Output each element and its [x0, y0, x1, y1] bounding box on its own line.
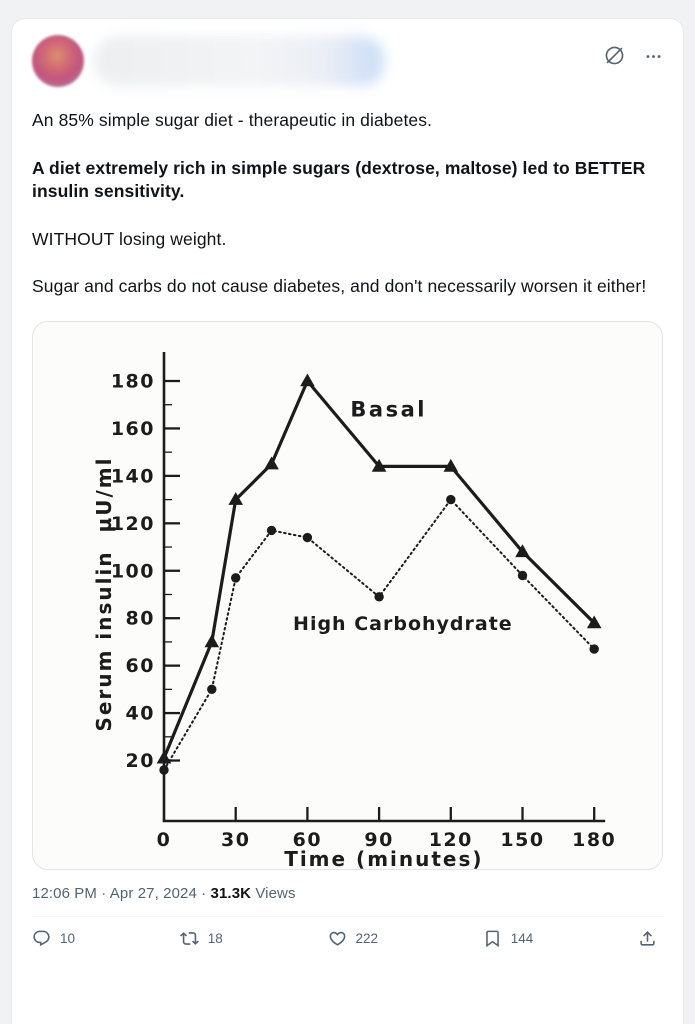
grok-button[interactable] — [603, 44, 626, 67]
tweet-paragraph-2: A diet extremely rich in simple sugars (… — [32, 157, 646, 202]
like-count: 222 — [355, 930, 379, 946]
author-name-redacted[interactable] — [94, 36, 386, 86]
tweet-card: An 85% simple sugar diet - therapeutic i… — [11, 18, 684, 1024]
svg-text:60: 60 — [293, 829, 322, 851]
tweet-paragraph-3: WITHOUT losing weight. — [32, 228, 227, 249]
svg-text:High Carbohydrate: High Carbohydrate — [293, 613, 513, 635]
timestamp-row: 12:06 PM · Apr 27, 2024 · 31.3K Views — [32, 885, 663, 902]
views-count[interactable]: 31.3K — [210, 884, 252, 902]
grok-slash-circle-icon — [603, 44, 626, 67]
repost-icon — [179, 929, 199, 948]
heart-icon — [328, 929, 347, 948]
share-icon — [638, 929, 657, 948]
repost-count: 18 — [207, 930, 223, 946]
tweet-header — [32, 35, 663, 91]
svg-text:20: 20 — [126, 750, 155, 772]
like-button[interactable]: 222 — [328, 929, 379, 948]
share-button[interactable] — [638, 929, 657, 948]
bookmark-count: 144 — [510, 930, 534, 946]
svg-text:180: 180 — [111, 370, 155, 392]
svg-text:150: 150 — [500, 829, 544, 851]
svg-text:60: 60 — [126, 655, 155, 677]
avatar[interactable] — [32, 35, 84, 87]
views-label: Views — [251, 884, 296, 902]
tweet-text: An 85% simple sugar diet - therapeutic i… — [32, 109, 663, 299]
reply-count: 10 — [60, 930, 76, 946]
dot-separator: · — [196, 884, 211, 902]
repost-button[interactable]: 18 — [179, 929, 223, 948]
svg-text:Basal: Basal — [350, 397, 427, 421]
timestamp: 12:06 PM · Apr 27, 2024 — [32, 884, 197, 902]
svg-text:140: 140 — [111, 465, 155, 487]
svg-text:0: 0 — [157, 829, 172, 851]
reply-icon — [32, 929, 51, 948]
svg-text:120: 120 — [111, 512, 155, 534]
svg-text:80: 80 — [126, 607, 155, 629]
svg-text:180: 180 — [572, 829, 616, 851]
insulin-chart-svg: 20 40 60 80 100 120 140 160 180 0 30 60 90 120 150 180 T… — [92, 351, 616, 869]
reply-button[interactable]: 10 — [32, 929, 75, 948]
more-button[interactable] — [644, 47, 663, 66]
bookmark-button[interactable]: 144 — [483, 929, 534, 948]
ellipsis-more-icon — [644, 47, 663, 66]
svg-text:Time (minutes): Time (minutes) — [284, 847, 483, 869]
svg-text:40: 40 — [126, 702, 155, 724]
engagement-bar: 10 18 222 144 — [32, 917, 663, 948]
bookmark-icon — [483, 929, 502, 948]
tweet-media-chart[interactable]: 20 40 60 80 100 120 140 160 180 0 30 60 90 120 150 180 T… — [32, 320, 663, 870]
svg-text:100: 100 — [111, 560, 155, 582]
svg-text:160: 160 — [111, 417, 155, 439]
svg-text:Serum insulin µU/ml: Serum insulin µU/ml — [92, 456, 116, 731]
svg-text:30: 30 — [221, 829, 250, 851]
tweet-paragraph-4: Sugar and carbs do not cause diabetes, a… — [32, 276, 647, 296]
svg-text:120: 120 — [429, 829, 473, 851]
tweet-paragraph-1: An 85% simple sugar diet - therapeutic i… — [32, 110, 433, 130]
svg-text:90: 90 — [364, 829, 393, 851]
divider — [32, 915, 663, 917]
